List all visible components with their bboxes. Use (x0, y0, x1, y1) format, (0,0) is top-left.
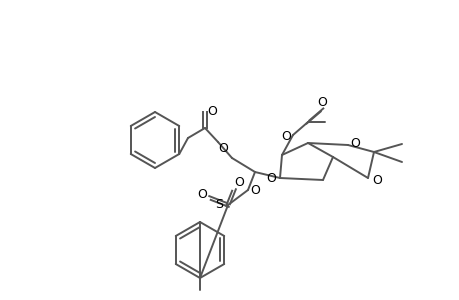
Text: O: O (218, 142, 228, 154)
Text: O: O (234, 176, 243, 190)
Text: O: O (250, 184, 259, 197)
Text: O: O (207, 104, 217, 118)
Text: S: S (214, 199, 223, 212)
Text: O: O (196, 188, 207, 202)
Text: O: O (349, 136, 359, 149)
Text: O: O (265, 172, 275, 185)
Text: O: O (280, 130, 290, 142)
Text: O: O (371, 173, 381, 187)
Text: O: O (316, 95, 326, 109)
